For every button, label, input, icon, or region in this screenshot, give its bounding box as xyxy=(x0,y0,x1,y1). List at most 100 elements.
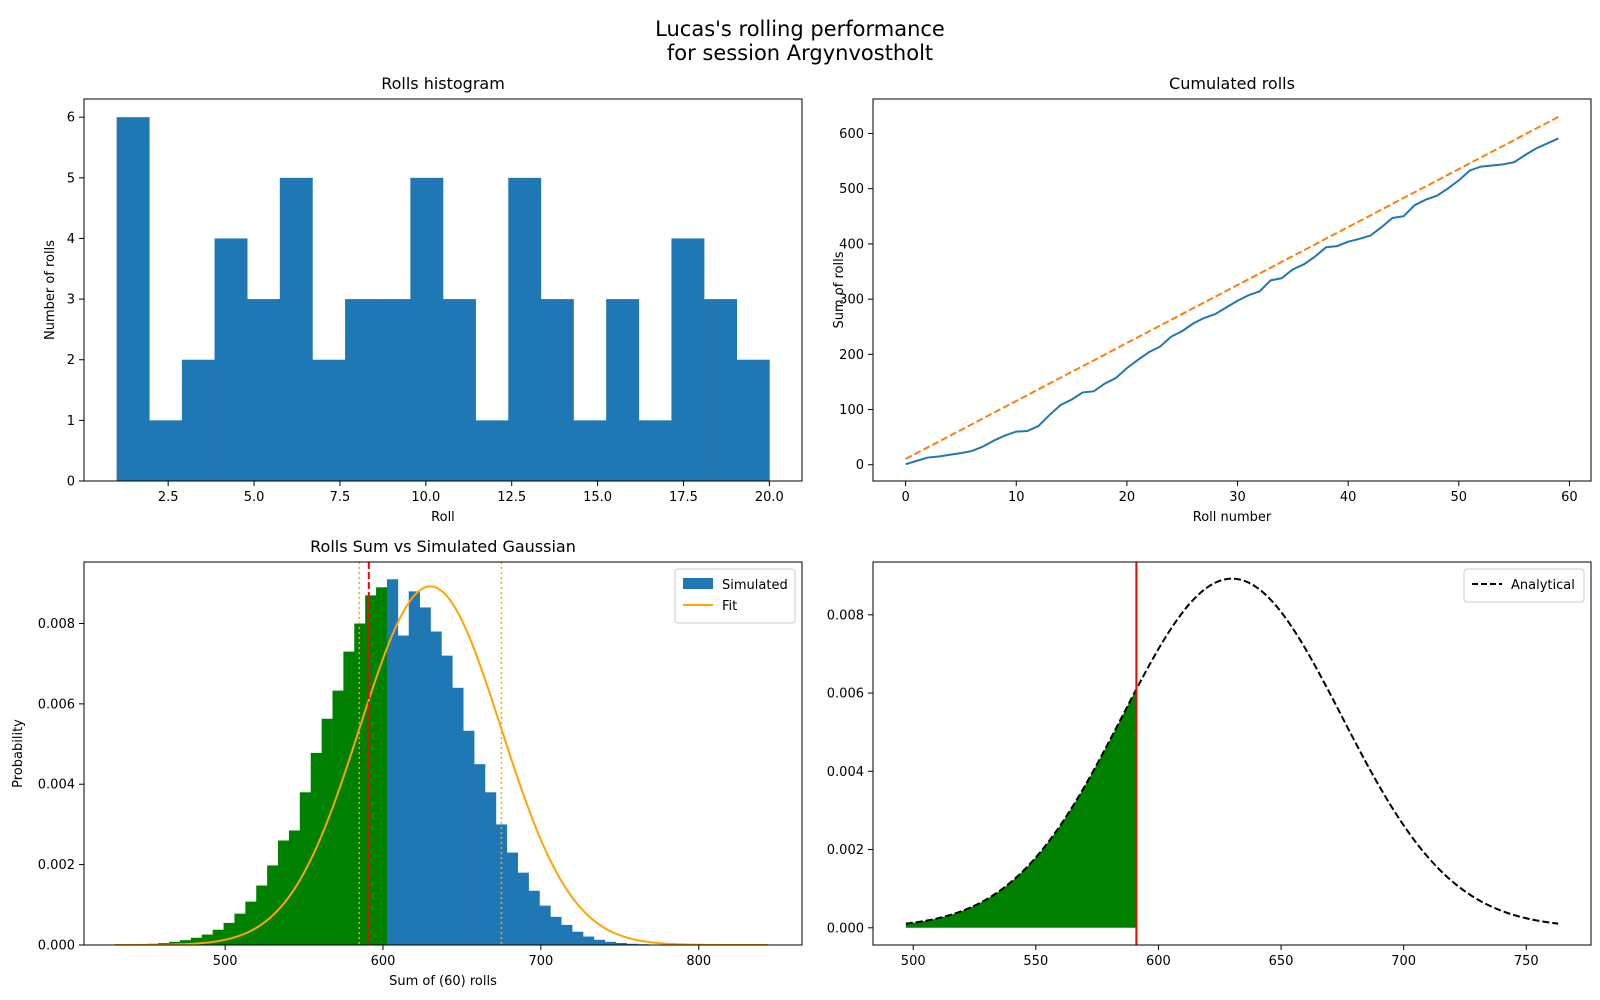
x-tick-label: 5.0 xyxy=(244,490,265,505)
histogram-bar xyxy=(671,238,705,481)
simulated-bar xyxy=(517,872,529,945)
highlighted-bar xyxy=(267,865,279,945)
histogram-bar xyxy=(377,299,411,481)
histogram-bar xyxy=(149,420,183,481)
y-tick-label: 3 xyxy=(67,293,75,308)
x-axis-label: Roll number xyxy=(1193,510,1272,525)
simulated-bar xyxy=(495,824,508,945)
histogram-bar xyxy=(736,359,770,481)
histogram-bar xyxy=(345,299,379,481)
simulated-bar xyxy=(539,905,551,945)
histogram-bar xyxy=(116,117,150,481)
axes-title: Cumulated rolls xyxy=(1169,74,1295,93)
analytical-curve xyxy=(905,577,1559,925)
highlighted-bar xyxy=(179,940,192,945)
x-tick-label: 12.5 xyxy=(497,490,526,505)
x-tick-label: 650 xyxy=(1269,954,1294,969)
simulated-bar xyxy=(419,607,431,945)
y-tick-label: 0.004 xyxy=(38,778,75,793)
y-tick-label: 0.006 xyxy=(38,697,75,712)
axes-title: Rolls Sum vs Simulated Gaussian xyxy=(310,537,576,556)
x-tick-label: 0 xyxy=(901,490,909,505)
histogram-bar xyxy=(181,359,215,481)
y-tick-label: 200 xyxy=(839,348,864,363)
simulated-bar xyxy=(572,931,584,945)
simulated-bar xyxy=(430,631,442,945)
histogram-bar xyxy=(475,420,509,481)
rolls-histogram-chart: 2.5 5.0 7.5 10.0 12.5 15.0 17.5 20.0 0 1 2 3 4 5 6 Roll… xyxy=(43,74,803,525)
histogram-bar xyxy=(279,177,313,481)
x-tick-label: 20.0 xyxy=(755,490,784,505)
x-tick-label: 15.0 xyxy=(583,490,612,505)
y-tick-label: 0 xyxy=(67,475,75,490)
legend-label-analytical: Analytical xyxy=(1511,578,1575,593)
cumulated-rolls-chart: 0 10 20 30 40 50 600100200300400500600Cumulate… xyxy=(832,74,1592,525)
y-tick-label: 100 xyxy=(839,403,864,418)
x-axis-label: Roll xyxy=(431,510,455,525)
x-axis-label: Sum of (60) rolls xyxy=(389,974,497,989)
y-tick-label: 0.000 xyxy=(38,939,75,954)
highlighted-bar xyxy=(169,941,181,945)
x-tick-label: 600 xyxy=(371,954,396,969)
simulated-bar xyxy=(506,852,518,945)
y-tick-label: 0 xyxy=(856,458,864,473)
simulated-bar xyxy=(441,655,453,945)
y-tick-label: 5 xyxy=(67,171,75,186)
axes-frame xyxy=(872,561,1592,946)
y-tick-label: 0.002 xyxy=(38,858,75,873)
x-tick-label: 10 xyxy=(1008,490,1025,505)
x-tick-label: 17.5 xyxy=(669,490,698,505)
fit-curve xyxy=(114,585,769,945)
cumulative-sum-line xyxy=(905,137,1559,466)
x-tick-label: 20 xyxy=(1119,490,1136,505)
plot-area xyxy=(905,562,1559,945)
y-axis-label: Sum of rolls xyxy=(832,251,847,328)
shaded-probability-area xyxy=(905,689,1137,928)
axes-frame xyxy=(83,98,803,482)
x-tick-label: 30 xyxy=(1229,490,1246,505)
histogram-bar xyxy=(247,299,281,481)
histogram-bar xyxy=(312,359,346,481)
highlighted-bar xyxy=(278,840,290,945)
sum-vs-gaussian-chart: 500 600 700 800 0.000 0.002 0.004 0.006 0.008 Rol… xyxy=(11,537,803,989)
y-tick-label: 2 xyxy=(67,353,75,368)
simulated-bar xyxy=(626,943,638,945)
highlighted-bar xyxy=(201,934,213,945)
x-tick-label: 7.5 xyxy=(330,490,351,505)
y-tick-label: 0.006 xyxy=(827,687,864,702)
histogram-bar xyxy=(704,299,738,481)
y-tick-label: 0.000 xyxy=(827,921,864,936)
simulated-bar xyxy=(474,764,486,945)
x-tick-label: 10.0 xyxy=(411,490,440,505)
y-tick-label: 300 xyxy=(839,293,864,308)
figure-title: Lucas's rolling performance for session … xyxy=(0,17,1600,65)
highlighted-bar xyxy=(190,937,203,945)
highlighted-bar xyxy=(376,587,388,945)
simulated-bar xyxy=(408,591,420,945)
highlighted-bar xyxy=(234,913,246,945)
y-tick-label: 600 xyxy=(839,127,864,142)
y-axis-label: Probability xyxy=(11,719,26,788)
x-tick-label: 750 xyxy=(1514,954,1539,969)
highlighted-bar xyxy=(365,595,377,945)
highlighted-bar xyxy=(223,922,235,945)
highlighted-bar xyxy=(256,885,268,945)
x-tick-label: 700 xyxy=(1391,954,1416,969)
highlighted-bar xyxy=(332,690,344,945)
simulated-bar xyxy=(452,687,464,945)
x-tick-label: 550 xyxy=(1023,954,1048,969)
x-tick-label: 500 xyxy=(213,954,238,969)
histogram-bar xyxy=(410,177,444,481)
histogram-bar xyxy=(573,420,607,481)
axes-frame xyxy=(872,98,1592,482)
figure-title-line-2: for session Argynvostholt xyxy=(666,41,934,65)
x-tick-label: 500 xyxy=(901,954,926,969)
y-tick-label: 0.008 xyxy=(38,617,75,632)
legend-label-fit: Fit xyxy=(722,599,737,614)
figure-title-line-1: Lucas's rolling performance xyxy=(655,17,945,41)
simulated-bar xyxy=(550,916,562,945)
histogram-bar xyxy=(540,299,574,481)
y-tick-label: 6 xyxy=(67,111,75,126)
x-tick-label: 800 xyxy=(686,954,711,969)
highlighted-bar xyxy=(245,901,257,945)
